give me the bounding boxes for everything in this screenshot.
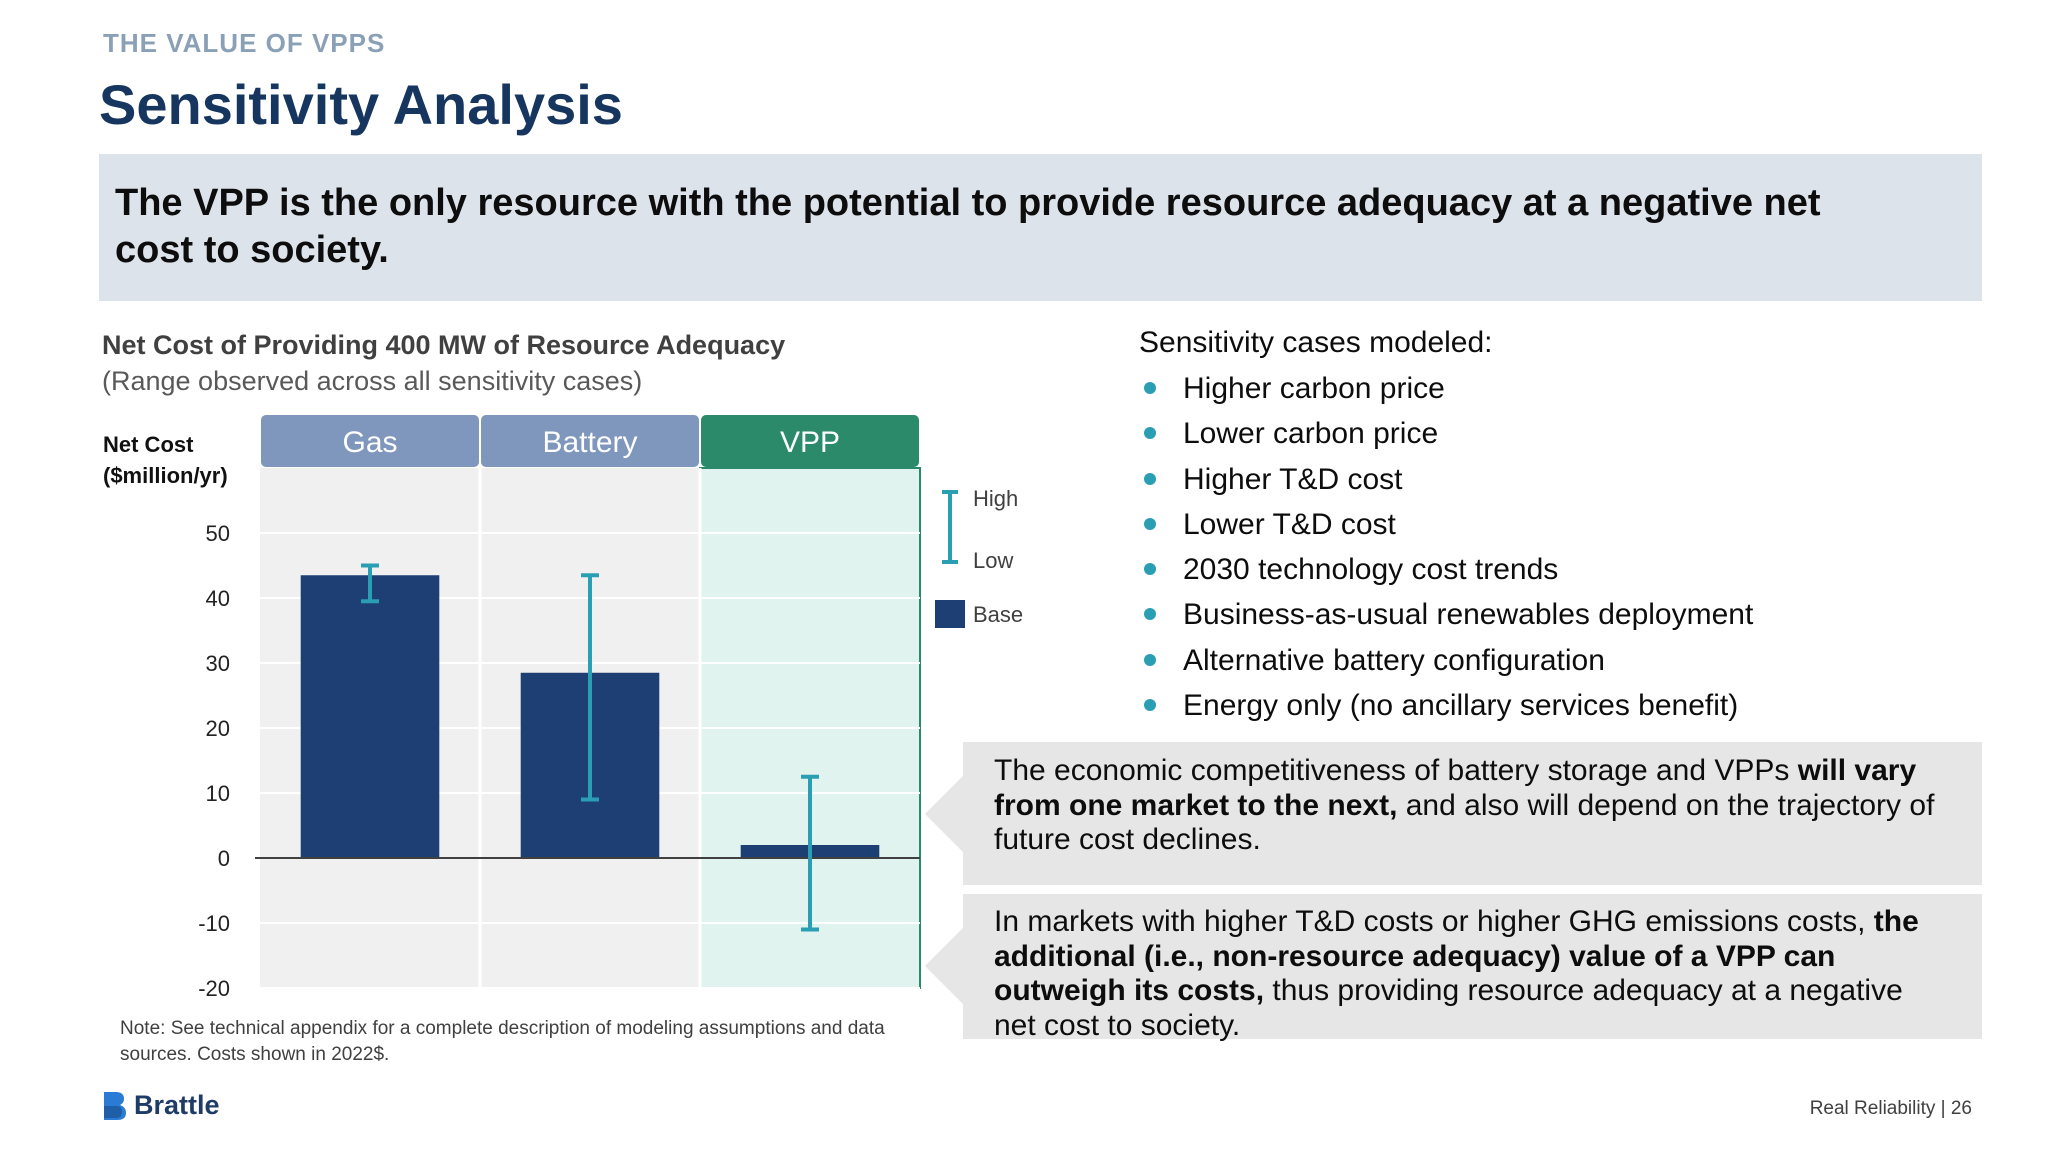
footer-page-info: Real Reliability | 26 <box>1809 1098 1972 1119</box>
bullet-icon <box>1144 472 1156 485</box>
sensitivity-case: Business-as-usual renewables deployment <box>1139 592 1753 637</box>
sensitivity-cases-list: Higher carbon price Lower carbon price H… <box>1139 366 1753 728</box>
key-message-banner: The VPP is the only resource with the po… <box>99 154 1982 301</box>
chart-title: Net Cost of Providing 400 MW of Resource… <box>102 330 786 360</box>
bullet-icon <box>1144 699 1156 712</box>
callout-text: In markets with higher T&D costs or high… <box>994 905 1919 1042</box>
y-tick-label: 20 <box>206 716 230 741</box>
y-tick-label: 40 <box>206 586 230 611</box>
category-label-gas: Gas <box>342 426 397 459</box>
page-title: Sensitivity Analysis <box>99 73 623 136</box>
category-label-vpp: VPP <box>780 426 840 459</box>
sensitivity-case: Lower carbon price <box>1139 411 1753 456</box>
category-header-gas <box>261 415 479 467</box>
category-header-battery <box>481 415 699 467</box>
bullet-icon <box>1144 517 1156 530</box>
y-tick-label: -20 <box>198 976 230 1001</box>
sensitivity-case: Alternative battery configuration <box>1139 638 1753 683</box>
bullet-icon <box>1144 382 1156 394</box>
bar-gas <box>300 575 440 858</box>
callout-arrow-icon <box>925 928 963 1004</box>
y-tick-label: -10 <box>198 911 230 936</box>
bullet-icon <box>1144 653 1156 666</box>
callout-text: The economic competitiveness of battery … <box>994 754 1935 856</box>
brattle-logo-icon <box>104 1092 126 1120</box>
bullet-icon <box>1144 608 1156 621</box>
y-tick-label: 10 <box>206 781 230 806</box>
y-tick-label: 30 <box>206 651 230 676</box>
sensitivity-case: Lower T&D cost <box>1139 502 1753 547</box>
category-label-battery: Battery <box>542 426 637 459</box>
y-axis-label: Net Cost <box>103 432 194 457</box>
sensitivity-case: Higher T&D cost <box>1139 457 1753 502</box>
y-tick-label: 50 <box>206 521 230 546</box>
callout-negative-cost: In markets with higher T&D costs or high… <box>925 894 1982 1042</box>
chart-subtitle: (Range observed across all sensitivity c… <box>102 366 643 396</box>
legend-label-high: High <box>973 486 1018 511</box>
chart-note: Note: See technical appendix for a compl… <box>120 1018 885 1066</box>
sensitivity-case: Higher carbon price <box>1139 366 1753 411</box>
section-eyebrow: THE VALUE OF VPPS <box>103 28 386 58</box>
legend-label-low: Low <box>973 548 1013 573</box>
callout-arrow-icon <box>925 776 963 852</box>
callout-market-variation: The economic competitiveness of battery … <box>925 742 1982 885</box>
sensitivity-case: Energy only (no ancillary services benef… <box>1139 683 1753 728</box>
y-tick-label: 0 <box>218 846 230 871</box>
bullet-icon <box>1144 563 1156 576</box>
bullet-icon <box>1144 427 1156 440</box>
y-axis-label-unit: ($million/yr) <box>103 463 228 488</box>
key-message-text: The VPP is the only resource with the po… <box>115 182 1821 271</box>
sensitivity-heading: Sensitivity cases modeled: <box>1139 326 1493 359</box>
brand-name: Brattle <box>134 1090 220 1120</box>
category-header-vpp <box>701 415 919 467</box>
legend-label-base: Base <box>973 602 1023 627</box>
sensitivity-case: 2030 technology cost trends <box>1139 547 1753 592</box>
legend-base-swatch <box>935 600 965 628</box>
net-cost-chart: Gas Battery VPP Net Cost ($million/yr) 50 40 30… <box>103 415 1023 1001</box>
